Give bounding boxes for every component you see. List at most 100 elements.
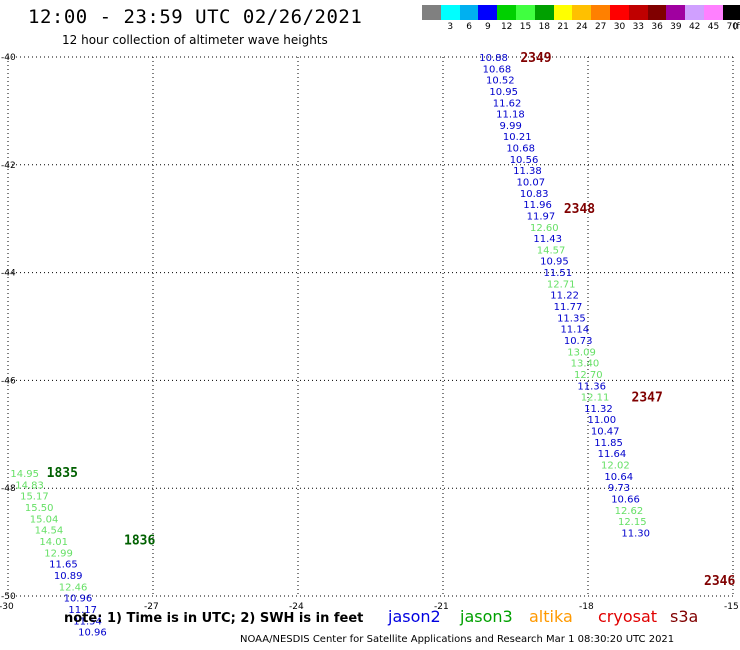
- pass-number: 2347: [632, 391, 663, 406]
- wave-height-value: 10.66: [611, 494, 640, 505]
- wave-height-labels: 10.8810.6810.5210.9511.6211.189.9910.211…: [10, 53, 650, 639]
- satellite-altika: altika: [529, 607, 573, 626]
- color-swatch-label: 30: [613, 22, 626, 32]
- color-swatch: [610, 5, 629, 20]
- color-swatch-label: 42: [688, 22, 701, 32]
- wave-height-value: 14.95: [10, 469, 39, 480]
- color-swatch: [534, 5, 554, 20]
- wave-height-value: 11.85: [594, 438, 623, 449]
- color-swatch: [459, 5, 479, 20]
- color-swatch-label: 15: [519, 22, 532, 32]
- wave-height-value: 11.62: [493, 98, 522, 109]
- wave-height-value: 11.32: [584, 404, 613, 415]
- x-tick-label: -30: [0, 602, 14, 612]
- color-swatch: [647, 5, 667, 20]
- pass-number: 1836: [124, 533, 155, 548]
- color-swatch-label: 39: [670, 22, 682, 32]
- color-swatch: [666, 5, 686, 20]
- wave-height-value: 11.51: [544, 268, 573, 279]
- footnote: note: 1) Time is in UTC; 2) SWH is in fe…: [64, 611, 364, 626]
- color-unit-label: (ft): [732, 22, 740, 32]
- wave-height-value: 11.35: [557, 313, 586, 324]
- x-tick-label: -24: [289, 602, 304, 612]
- wave-height-value: 10.68: [483, 64, 512, 75]
- color-swatch: [553, 5, 573, 20]
- wave-height-value: 11.18: [496, 110, 525, 121]
- wave-height-value: 15.50: [25, 503, 54, 514]
- wave-height-value: 10.96: [78, 628, 107, 639]
- y-tick-label: -46: [1, 376, 16, 386]
- y-tick-label: -50: [1, 592, 16, 602]
- wave-height-value: 12.71: [547, 279, 576, 290]
- wave-height-value: 10.96: [64, 594, 93, 605]
- wave-height-value: 11.64: [598, 449, 627, 460]
- color-swatch-label: 27: [594, 22, 607, 32]
- color-swatch-label: 33: [632, 22, 645, 32]
- wave-height-value: 11.22: [550, 291, 579, 302]
- wave-height-value: 11.38: [513, 166, 542, 177]
- color-swatch-label: 24: [576, 22, 588, 32]
- color-swatch-label: 12: [500, 22, 513, 32]
- pass-number: 2348: [564, 202, 595, 217]
- wave-height-value: 13.09: [567, 347, 596, 358]
- satellite-jason3: jason3: [460, 607, 513, 626]
- wave-height-value: 11.14: [560, 325, 589, 336]
- color-swatch: [628, 5, 648, 20]
- wave-height-value: 10.64: [604, 472, 633, 483]
- color-swatch: [572, 5, 592, 20]
- color-swatch: [516, 5, 535, 20]
- color-swatch-label: 70: [726, 22, 739, 32]
- y-tick-label: -48: [1, 484, 16, 494]
- pass-number: 2349: [520, 51, 551, 66]
- credit-line: NOAA/NESDIS Center for Satellite Applica…: [240, 634, 675, 645]
- wave-height-value: 12.70: [574, 370, 603, 381]
- wave-height-value: 11.36: [577, 381, 606, 392]
- wave-height-value: 12.15: [618, 517, 647, 528]
- wave-height-value: 15.17: [20, 492, 49, 503]
- wave-height-value: 11.97: [527, 211, 556, 222]
- color-swatch-label: 9: [485, 22, 491, 32]
- chart-subtitle: 12 hour collection of altimeter wave hei…: [62, 33, 328, 47]
- wave-height-value: 9.99: [500, 121, 522, 132]
- y-tick-label: -42: [1, 161, 16, 171]
- wave-height-value: 10.89: [54, 571, 83, 582]
- wave-height-value: 11.54: [73, 616, 102, 627]
- color-swatch: [478, 5, 498, 20]
- color-swatch: [422, 5, 441, 20]
- wave-height-value: 10.07: [516, 178, 545, 189]
- color-swatch: [497, 5, 517, 20]
- color-swatch-label: 18: [538, 22, 551, 32]
- wave-height-value: 12.02: [601, 460, 630, 471]
- wave-height-value: 10.73: [564, 336, 593, 347]
- color-swatch: [704, 5, 723, 20]
- wave-height-value: 11.77: [554, 302, 583, 313]
- wave-height-value: 10.21: [503, 132, 532, 143]
- axis-tick-labels: -40 -42 -44 -46 -48 -50-30 -27 -24 -21 -18 -15: [0, 53, 739, 612]
- wave-height-value: 10.68: [506, 144, 535, 155]
- wave-height-value: 10.52: [486, 76, 515, 87]
- wave-height-value: 10.83: [520, 189, 549, 200]
- wave-height-value: 12.60: [530, 223, 559, 234]
- y-tick-label: -44: [1, 269, 16, 279]
- color-swatch-label: 21: [557, 22, 569, 32]
- wave-height-value: 11.65: [49, 560, 78, 571]
- wave-height-value: 11.43: [533, 234, 562, 245]
- wave-height-value: 14.83: [15, 480, 44, 491]
- y-tick-label: -40: [1, 53, 16, 63]
- x-tick-label: -27: [144, 602, 159, 612]
- wave-height-value: 14.01: [39, 537, 68, 548]
- wave-height-value: 14.54: [35, 526, 64, 537]
- color-swatch-label: 3: [447, 22, 454, 32]
- wave-height-value: 11.30: [621, 528, 650, 539]
- satellite-cryosat: cryosat: [598, 607, 658, 626]
- color-swatch-label: 6: [466, 22, 472, 32]
- pass-number: 1835: [47, 466, 78, 481]
- wave-height-value: 11.17: [68, 605, 97, 616]
- x-tick-label: -21: [434, 602, 449, 612]
- wave-height-value: 11.96: [523, 200, 552, 211]
- satellite-jason2: jason2: [388, 607, 441, 626]
- wave-height-value: 10.47: [591, 427, 620, 438]
- color-swatch-label: 36: [651, 22, 663, 32]
- wave-height-value: 12.11: [581, 393, 610, 404]
